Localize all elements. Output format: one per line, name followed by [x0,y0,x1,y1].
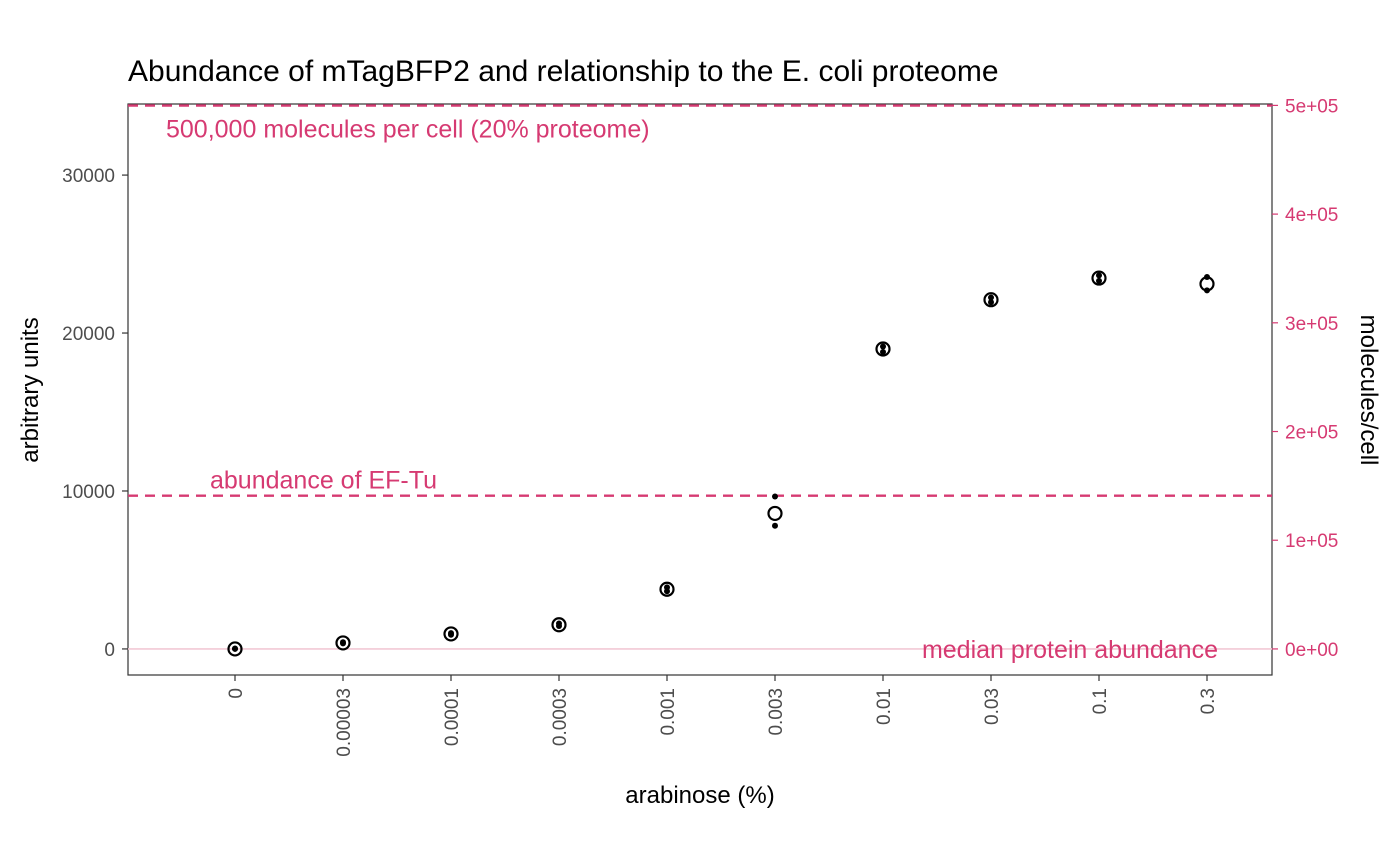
replicate-point [448,630,454,637]
y-tick-label: 10000 [62,482,115,503]
x-tick-label: 0.01 [874,688,895,725]
y-axis-title: arbitrary units [17,317,44,462]
x-tick-label: 0.00003 [334,688,355,757]
reference-label: median protein abundance [922,636,1218,664]
mean-point [551,617,567,633]
replicate-point [1204,287,1210,294]
y2-tick-label: 2e+05 [1285,423,1338,444]
y2-tick-label: 5e+05 [1285,96,1338,117]
y2-tick-label: 3e+05 [1285,314,1338,335]
replicate-point [988,294,994,301]
replicate-point [880,343,886,350]
x-tick-label: 0.0003 [550,688,571,746]
mean-point [335,635,351,651]
mean-point [227,641,243,657]
replicate-point [880,348,886,355]
x-tick-label: 0.3 [1198,688,1219,714]
reference-labels: 500,000 molecules per cell (20% proteome… [166,116,1218,664]
y2-tick-label: 1e+05 [1285,531,1338,552]
mean-point [1091,270,1107,286]
chart-title: Abundance of mTagBFP2 and relationship t… [128,55,999,88]
reference-label: 500,000 molecules per cell (20% proteome… [166,116,650,144]
x-tick-label: 0.03 [982,688,1003,725]
mean-point [983,292,999,308]
mean-point [875,341,891,357]
x-axis-title: arabinose (%) [625,782,774,809]
reference-lines [128,104,1272,650]
y2-tick-label: 4e+05 [1285,205,1338,226]
reference-label: abundance of EF-Tu [210,467,437,495]
replicate-point [772,493,778,500]
y2-axis-title: molecules/cell [1355,315,1382,466]
x-tick-label: 0.0001 [442,688,463,746]
x-tick-label: 0 [226,688,247,699]
replicate-point [664,584,670,591]
replicate-point [1096,272,1102,279]
replicate-point [1096,277,1102,284]
replicate-point [988,299,994,306]
replicate-point [772,522,778,529]
mean-point [443,626,459,642]
y-axis-right: 0e+00 1e+05 2e+05 3e+05 4e+05 5e+05 [1272,96,1338,661]
x-tick-label: 0.1 [1090,688,1111,714]
x-tick-label: 0.001 [658,688,679,736]
plot-panel [127,103,1273,676]
y-axis-left: 0 10000 20000 30000 [62,166,128,661]
y-tick-label: 30000 [62,166,115,187]
replicate-point [1204,273,1210,280]
x-axis: 0 0.00003 0.0001 0.0003 0.001 0.003 0.01 0.03 0.… [226,675,1219,757]
y-tick-label: 0 [104,640,115,661]
mean-point [659,581,675,597]
replicate-point [232,645,238,652]
replicate-points [232,272,1210,652]
y-tick-label: 20000 [62,324,115,345]
replicate-point [556,620,562,627]
y2-tick-label: 0e+00 [1285,640,1338,661]
replicate-point [340,639,346,646]
x-tick-label: 0.003 [766,688,787,736]
mean-point [767,505,783,522]
